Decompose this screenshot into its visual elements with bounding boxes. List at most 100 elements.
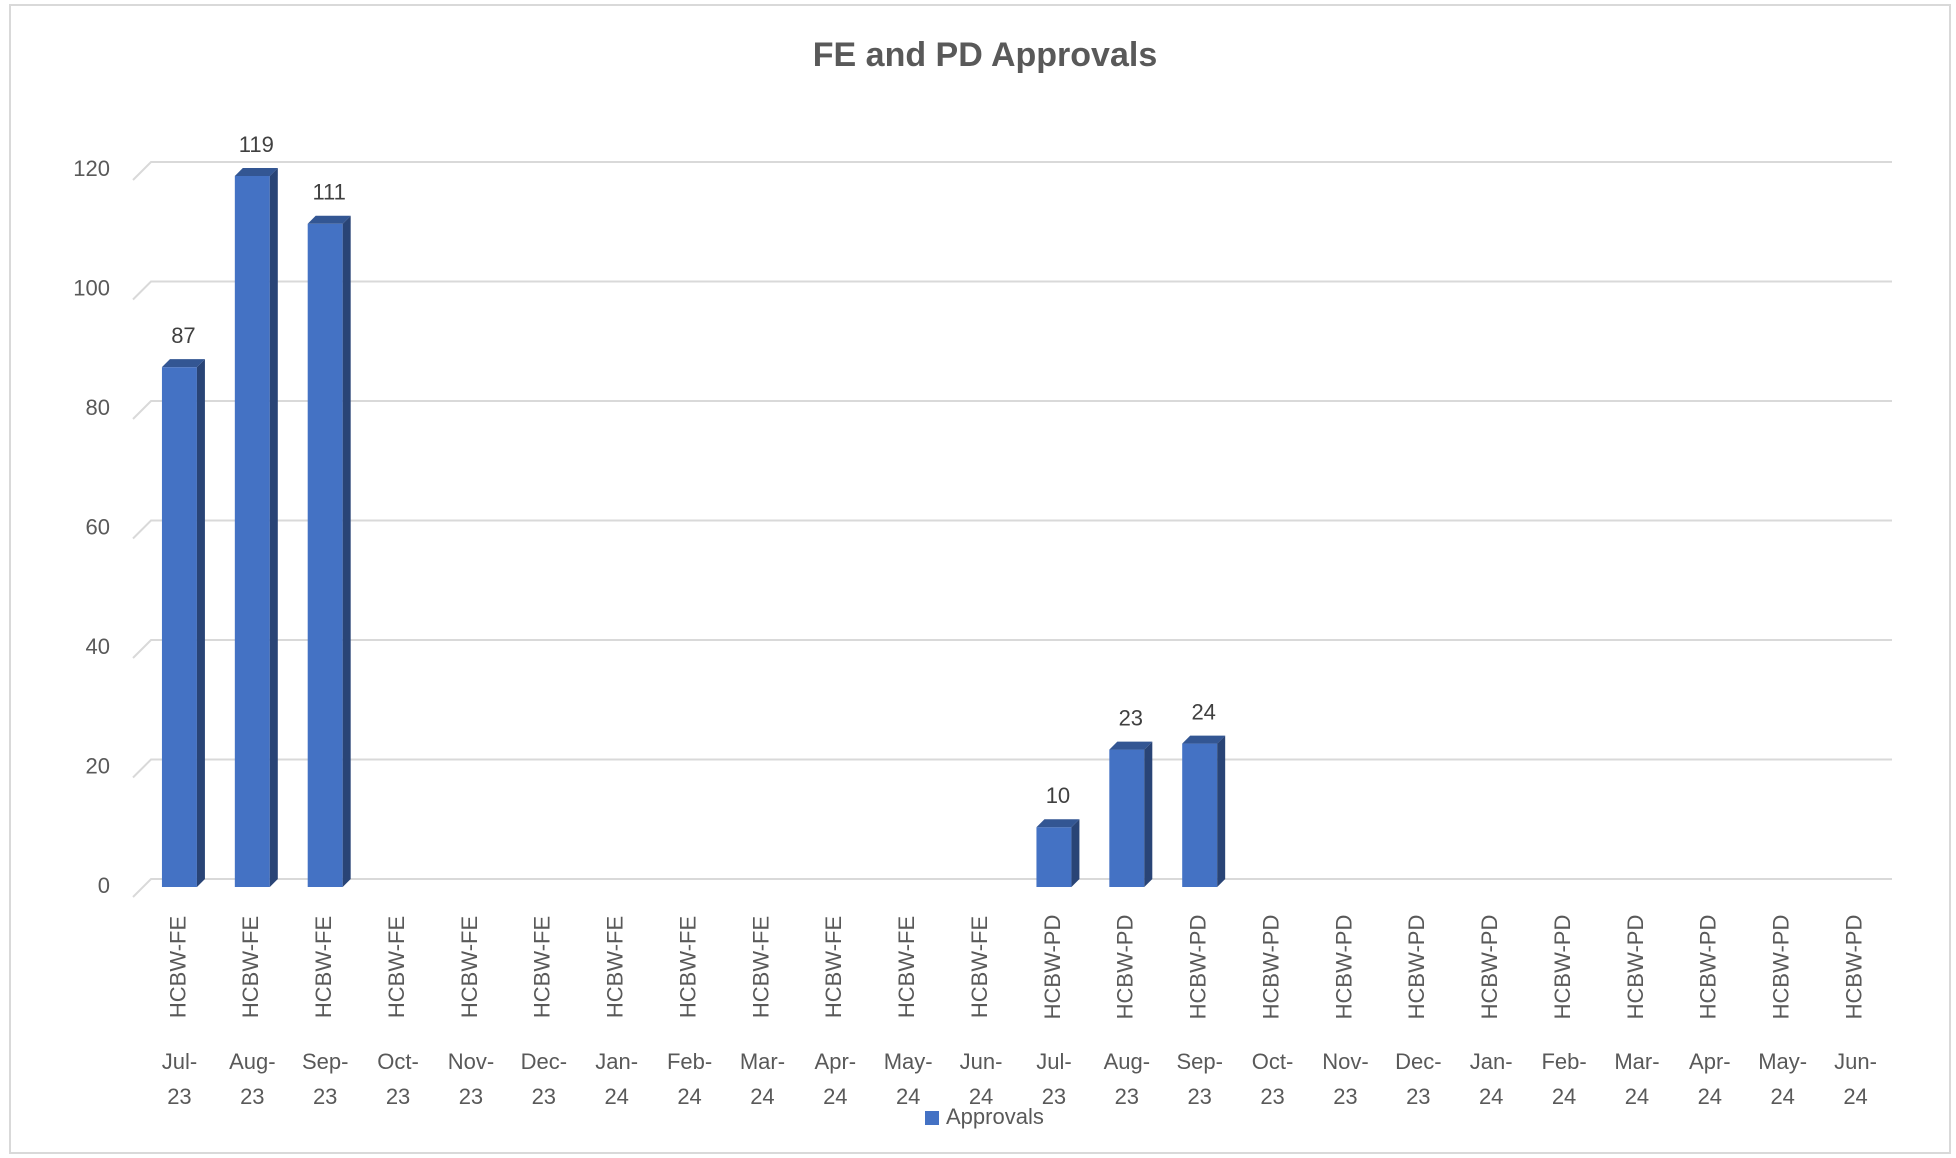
- x-subcategory-label: HCBW-FE: [894, 916, 919, 1018]
- x-tick-label-line: 24: [1698, 1084, 1722, 1109]
- x-tick-label-line: Aug-: [229, 1049, 275, 1074]
- x-tick-label: May- 24: [1758, 1049, 1807, 1109]
- y-tick-label: 120: [73, 156, 110, 181]
- x-tick-label-line: Aug-: [1104, 1049, 1150, 1074]
- x-tick-label-line: Jul-: [1036, 1049, 1071, 1074]
- x-tick-label-line: 24: [750, 1084, 774, 1109]
- x-tick-label-line: 23: [1042, 1084, 1066, 1109]
- x-tick-label-line: 23: [459, 1084, 483, 1109]
- x-tick-label: Feb- 24: [667, 1049, 712, 1109]
- x-tick-label-line: 23: [313, 1084, 337, 1109]
- x-tick-label-line: Jan-: [595, 1049, 638, 1074]
- grid-line: [132, 400, 1892, 420]
- x-tick-label-line: Mar-: [1614, 1049, 1659, 1074]
- bar-side: [1217, 735, 1226, 887]
- x-tick-label-line: Jun-: [1834, 1049, 1877, 1074]
- x-subcategory-label: HCBW-PD: [1040, 915, 1065, 1020]
- x-tick-label-line: Mar-: [740, 1049, 785, 1074]
- grid-line: [132, 280, 1892, 301]
- y-tick-label: 20: [86, 753, 110, 778]
- bar-top: [1182, 735, 1226, 744]
- x-tick-label: Mar- 24: [1614, 1049, 1659, 1109]
- x-tick-label: Nov- 23: [448, 1049, 494, 1109]
- x-tick-label-line: Jan-: [1470, 1049, 1513, 1074]
- x-subcategory-label: HCBW-FE: [821, 916, 846, 1018]
- x-tick-label-line: 24: [1770, 1084, 1794, 1109]
- x-tick-label-line: May-: [884, 1049, 933, 1074]
- bar-top: [1036, 819, 1080, 828]
- grid-line: [132, 519, 1892, 540]
- x-tick-label-line: 24: [823, 1084, 847, 1109]
- x-tick-label-line: Jun-: [960, 1049, 1003, 1074]
- grid-line: [132, 878, 1892, 898]
- y-tick-label: 0: [98, 873, 110, 898]
- x-subcategory-label: HCBW-FE: [238, 916, 263, 1018]
- x-subcategory-label: HCBW-PD: [1696, 915, 1721, 1020]
- x-tick-label-line: 24: [896, 1084, 920, 1109]
- x-tick-label-line: Jul-: [162, 1049, 197, 1074]
- bar: [307, 215, 351, 887]
- x-tick-label-line: Nov-: [1322, 1049, 1368, 1074]
- x-tick-label-line: 23: [1260, 1084, 1284, 1109]
- bar-top: [307, 215, 351, 224]
- x-tick-label-line: Apr-: [815, 1049, 857, 1074]
- x-subcategory-label: HCBW-PD: [1477, 915, 1502, 1020]
- x-tick-label: Dec- 23: [521, 1049, 567, 1109]
- bar-side: [269, 167, 278, 888]
- bar-side: [342, 215, 351, 887]
- x-tick-label-line: 24: [1625, 1084, 1649, 1109]
- x-tick-label-line: Feb-: [667, 1049, 712, 1074]
- x-tick-label: Sep- 23: [302, 1049, 348, 1109]
- data-label: 119: [239, 132, 274, 157]
- x-tick-label: Jun- 24: [960, 1049, 1003, 1109]
- legend-label: Approvals: [946, 1104, 1044, 1129]
- x-subcategory-label: HCBW-FE: [457, 916, 482, 1018]
- x-tick-label: Nov- 23: [1322, 1049, 1368, 1109]
- y-tick-label: 100: [73, 275, 110, 300]
- x-tick-label: Jun- 24: [1834, 1049, 1877, 1109]
- x-tick-label-line: Oct-: [1252, 1049, 1294, 1074]
- bar: [234, 167, 278, 888]
- x-tick-label: May- 24: [884, 1049, 933, 1109]
- x-tick-label-line: 23: [532, 1084, 556, 1109]
- x-subcategory-label: HCBW-PD: [1841, 915, 1866, 1020]
- x-tick-label: Oct- 23: [1252, 1049, 1294, 1109]
- x-tick-label-line: 23: [240, 1084, 264, 1109]
- x-subcategory-label: HCBW-PD: [1331, 915, 1356, 1020]
- bar-front: [1109, 749, 1145, 887]
- x-tick-label: Mar- 24: [740, 1049, 785, 1109]
- bar: [1036, 819, 1080, 887]
- x-subcategory-label: HCBW-FE: [675, 916, 700, 1018]
- x-tick-label-line: Nov-: [448, 1049, 494, 1074]
- x-tick-label: Dec- 23: [1395, 1049, 1441, 1109]
- bar-front: [234, 175, 270, 888]
- x-tick-label-line: 23: [1187, 1084, 1211, 1109]
- bar: [1109, 741, 1153, 887]
- x-subcategory-label: HCBW-PD: [1113, 915, 1138, 1020]
- bar-front: [1182, 743, 1218, 887]
- x-subcategory-label: HCBW-FE: [311, 916, 336, 1018]
- data-label: 10: [1046, 783, 1070, 808]
- x-tick-label-line: Dec-: [521, 1049, 567, 1074]
- x-tick-label: Oct- 23: [377, 1049, 419, 1109]
- x-subcategory-label: HCBW-PD: [1550, 915, 1575, 1020]
- x-tick-label: Apr- 24: [815, 1049, 857, 1109]
- data-label: 87: [171, 323, 195, 348]
- x-subcategory-label: HCBW-PD: [1623, 915, 1648, 1020]
- y-tick-label: 60: [86, 514, 110, 539]
- y-tick-label: 80: [86, 395, 110, 420]
- x-tick-label: Sep- 23: [1176, 1049, 1222, 1109]
- x-tick-label: Feb- 24: [1541, 1049, 1586, 1109]
- grid-line: [132, 758, 1892, 779]
- x-tick-label-line: Sep-: [302, 1049, 348, 1074]
- data-label: 111: [312, 180, 345, 205]
- grid-line: [132, 161, 1892, 181]
- x-subcategory-label: HCBW-PD: [1186, 915, 1211, 1020]
- x-tick-label-line: 24: [1552, 1084, 1576, 1109]
- bar-front: [161, 367, 197, 887]
- legend-swatch: [925, 1111, 939, 1125]
- chart-title: FE and PD Approvals: [813, 36, 1157, 74]
- bar-side: [1071, 819, 1080, 887]
- x-tick-label: Aug- 23: [229, 1049, 275, 1109]
- x-tick-label-line: 24: [604, 1084, 628, 1109]
